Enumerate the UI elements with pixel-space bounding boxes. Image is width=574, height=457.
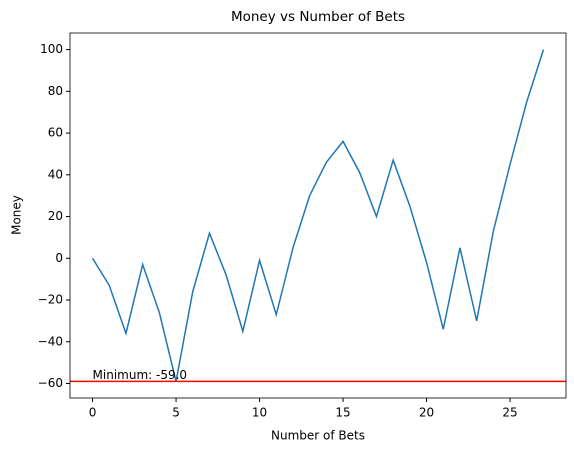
y-tick-label: 20 [48, 209, 63, 223]
y-tick-label: −40 [38, 334, 63, 348]
x-axis-label: Number of Bets [271, 429, 365, 443]
x-tick-label: 20 [419, 406, 434, 420]
y-tick-label: 40 [48, 167, 63, 181]
x-tick-label: 0 [89, 406, 97, 420]
x-tick-label: 25 [502, 406, 517, 420]
x-tick-label: 5 [172, 406, 180, 420]
y-tick-label: −60 [38, 376, 63, 390]
y-tick-label: 100 [40, 42, 63, 56]
y-tick-label: 80 [48, 84, 63, 98]
y-tick-label: 60 [48, 126, 63, 140]
x-tick-label: 15 [335, 406, 350, 420]
chart-title: Money vs Number of Bets [231, 9, 405, 25]
plot-frame [69, 32, 567, 399]
y-tick-label: −20 [38, 293, 63, 307]
line-series [91, 49, 545, 382]
x-tick-label: 10 [252, 406, 267, 420]
y-axis-label: Money [10, 195, 24, 235]
min-annotation: Minimum: -59.0 [93, 368, 188, 382]
y-tick-label: 0 [55, 251, 63, 265]
